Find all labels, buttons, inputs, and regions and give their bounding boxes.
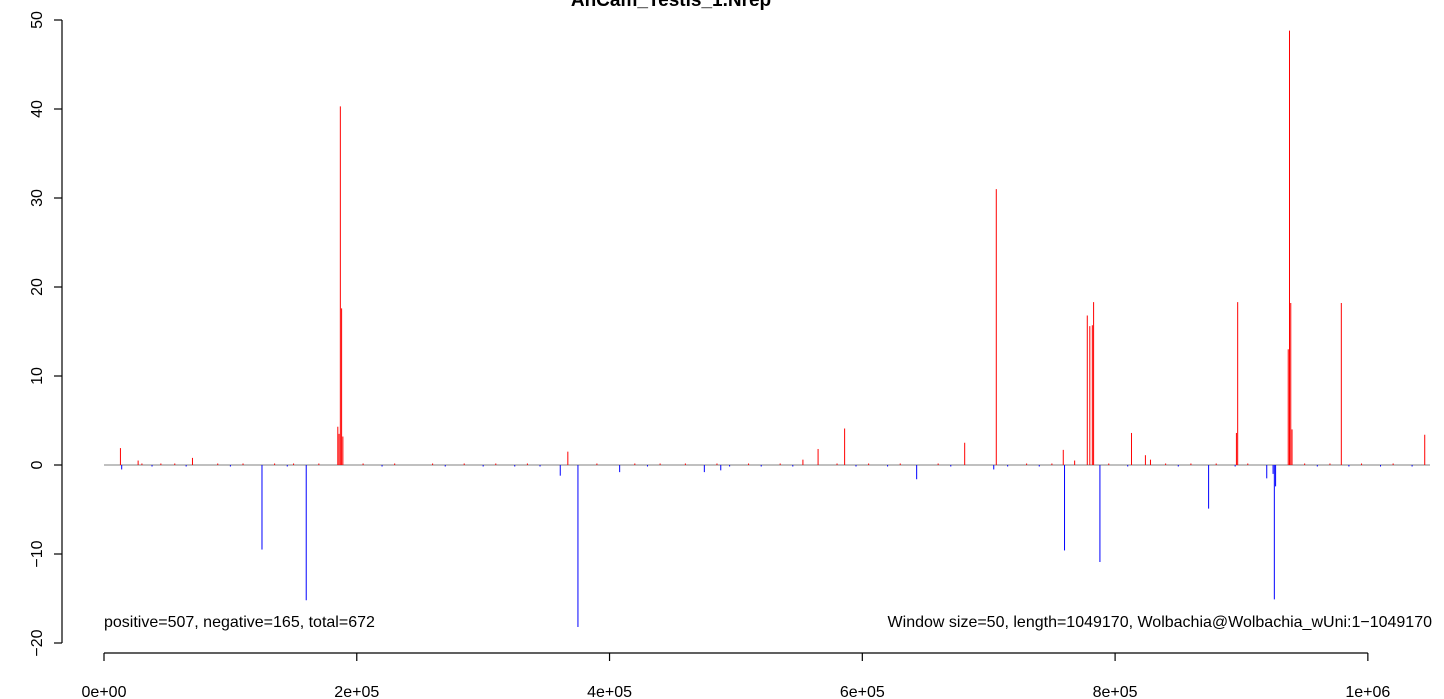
counts-annotation: positive=507, negative=165, total=672 bbox=[104, 614, 375, 631]
x-tick-label: 4e+05 bbox=[587, 684, 632, 699]
y-tick-label: 30 bbox=[29, 189, 46, 207]
y-tick-label: 0 bbox=[29, 460, 46, 469]
x-tick-label: 2e+05 bbox=[334, 684, 379, 699]
y-tick-label: 40 bbox=[29, 100, 46, 118]
positive-series bbox=[119, 30, 1426, 465]
chart-title: AnCam_Testis_1.Nrep bbox=[571, 0, 771, 11]
y-axis: −20 −10 0 10 20 30 40 50 bbox=[29, 11, 63, 657]
x-tick-label: 6e+05 bbox=[840, 684, 885, 699]
y-tick-label: 50 bbox=[29, 11, 46, 29]
info-annotation: Window size=50, length=1049170, Wolbachi… bbox=[888, 614, 1433, 631]
y-tick-label: −10 bbox=[29, 540, 46, 567]
x-tick-label: 8e+05 bbox=[1093, 684, 1138, 699]
y-tick-label: 20 bbox=[29, 278, 46, 296]
noise-bars bbox=[141, 463, 1413, 467]
x-tick-label: 0e+00 bbox=[82, 684, 127, 699]
x-axis: 0e+00 2e+05 4e+05 6e+05 8e+05 1e+06 bbox=[82, 652, 1390, 699]
negative-series bbox=[121, 465, 1277, 627]
x-tick-label: 1e+06 bbox=[1345, 684, 1390, 699]
y-tick-label: 10 bbox=[29, 367, 46, 385]
y-tick-label: −20 bbox=[29, 629, 46, 656]
